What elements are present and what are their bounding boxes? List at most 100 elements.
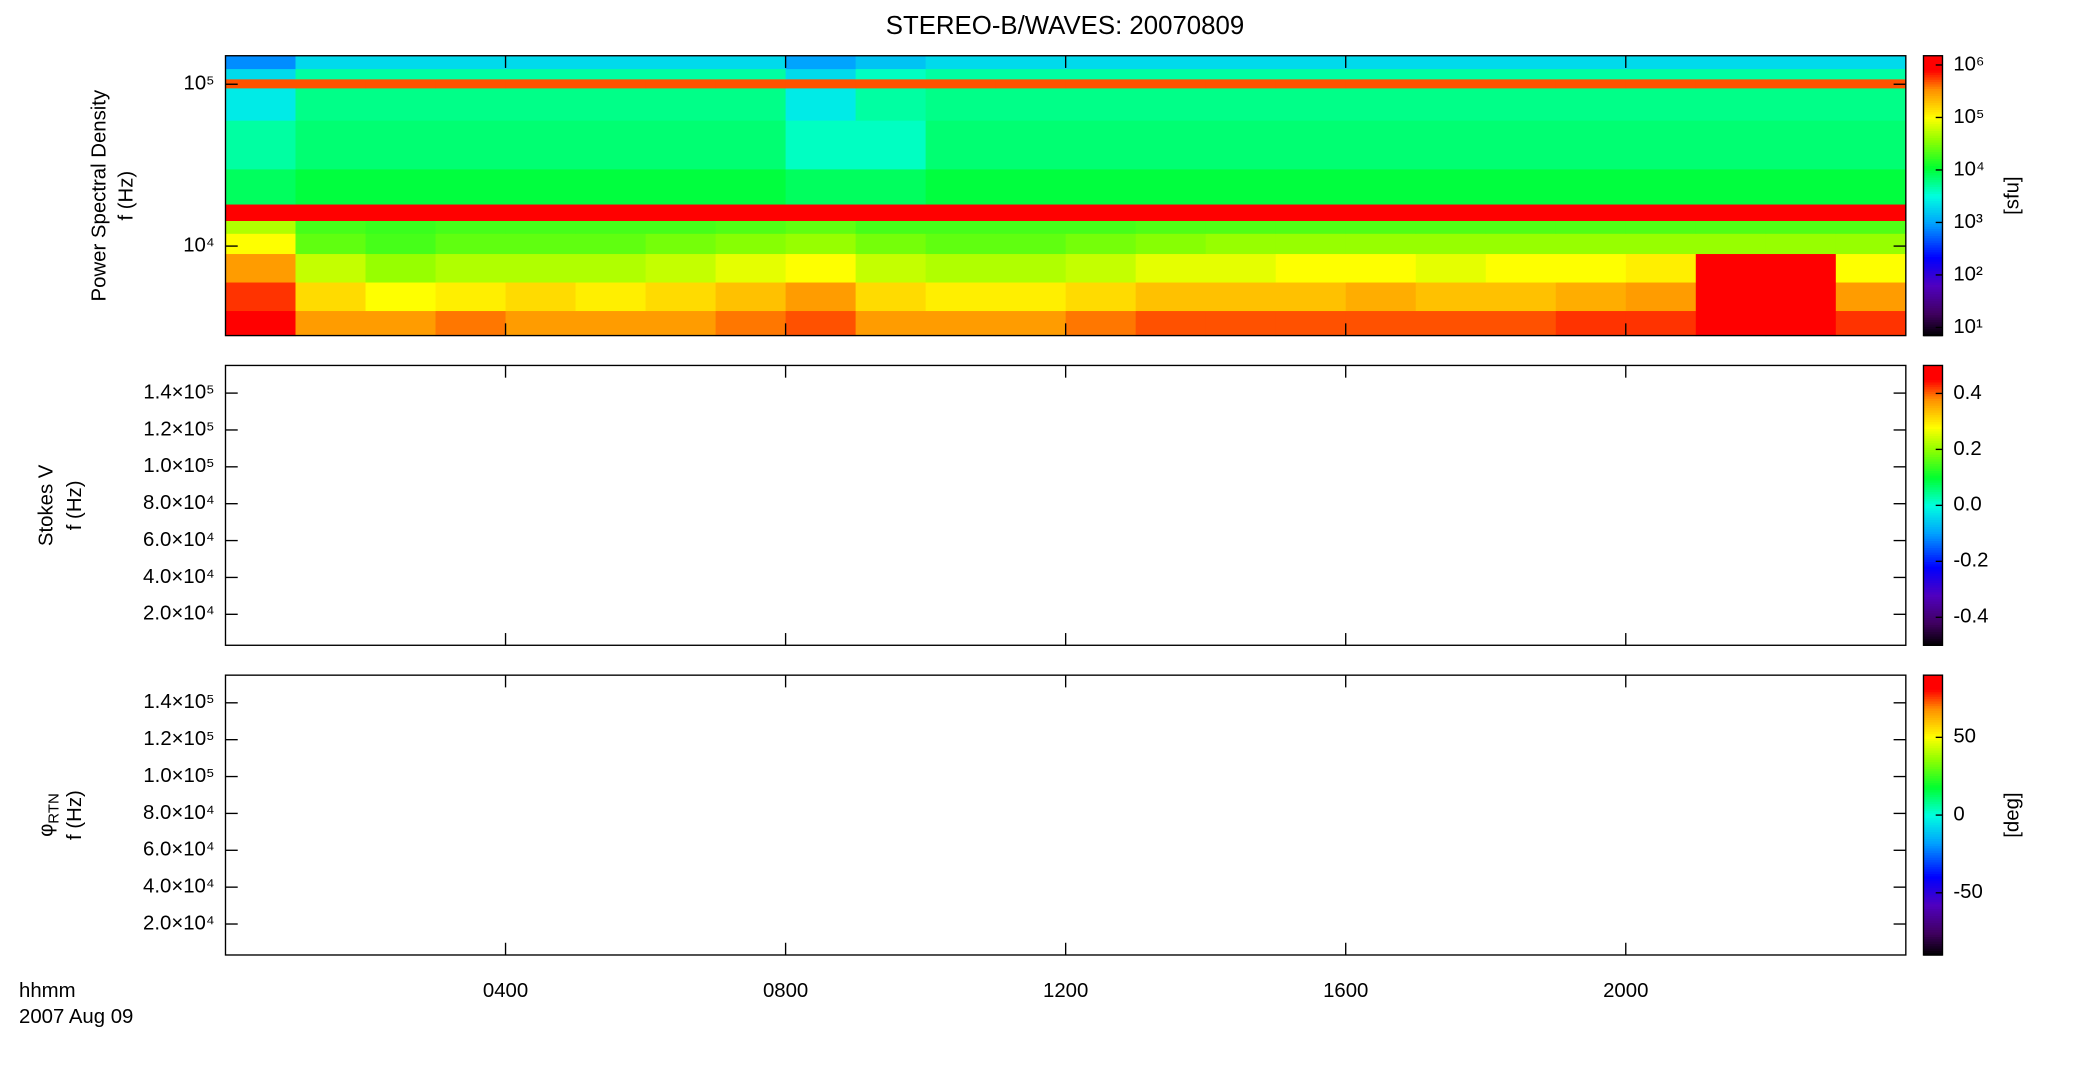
heatmap-cell — [715, 253, 787, 283]
colorbar-segment — [1923, 756, 1943, 760]
colorbar-segment — [1923, 293, 1943, 297]
heatmap-cell — [1625, 253, 1697, 283]
heatmap-cell — [1485, 68, 1557, 80]
colorbar-segment — [1923, 614, 1943, 618]
heatmap-cell — [855, 281, 927, 312]
colorbar-segment — [1923, 927, 1943, 931]
heatmap-cell — [645, 220, 717, 234]
heatmap-cell — [1065, 55, 1137, 70]
colorbar-segment — [1923, 619, 1943, 623]
colorbar-segment — [1923, 223, 1943, 227]
colorbar-segment — [1923, 517, 1943, 521]
colorbar-segment — [1923, 885, 1943, 889]
heatmap-cell — [1765, 68, 1837, 80]
colorbar-segment — [1923, 726, 1943, 730]
y-tick-label: 1.2×10⁵ — [143, 728, 214, 750]
heatmap-cell — [1485, 281, 1557, 312]
heatmap-cell — [1135, 168, 1207, 205]
heatmap-cell — [1065, 253, 1137, 283]
colorbar-segment — [1923, 328, 1943, 332]
heatmap-cell — [995, 233, 1067, 255]
colorbar-segment — [1923, 556, 1943, 560]
heatmap-cell — [1205, 253, 1277, 283]
colorbar-segment — [1923, 465, 1943, 469]
heatmap-cell — [925, 310, 997, 337]
colorbar-tick-label: 50 — [1953, 726, 1976, 748]
heatmap-cell — [715, 68, 787, 80]
heatmap-cell — [1205, 55, 1277, 70]
colorbar-segment — [1923, 929, 1943, 933]
colorbar-segment — [1923, 263, 1943, 267]
colorbar-segment — [1923, 372, 1943, 376]
colorbar-segment — [1923, 593, 1943, 597]
colorbar-segment — [1923, 749, 1943, 753]
heatmap-cell — [1065, 68, 1137, 80]
heatmap-cell — [645, 310, 717, 337]
colorbar-segment — [1923, 172, 1943, 176]
colorbar-segment — [1923, 829, 1943, 833]
colorbar-segment — [1923, 279, 1943, 283]
colorbar-segment — [1923, 796, 1943, 800]
heatmap-cell — [1485, 310, 1557, 337]
heatmap-cell — [925, 168, 997, 205]
heatmap-cell — [505, 87, 577, 121]
colorbar-segment — [1923, 377, 1943, 381]
x-axis-label: hhmm — [19, 980, 76, 1002]
heatmap-cell — [365, 68, 437, 80]
heatmap-cell — [1625, 78, 1697, 89]
heatmap-cell — [225, 281, 297, 312]
colorbar-segment — [1923, 782, 1943, 786]
colorbar-segment — [1923, 186, 1943, 190]
heatmap-cell — [1415, 310, 1487, 337]
heatmap-cell — [1135, 87, 1207, 121]
colorbar-segment — [1923, 330, 1943, 334]
heatmap-cell — [1765, 87, 1837, 121]
y-tick-label: 2.0×10⁴ — [143, 603, 215, 625]
x-tick-label: 2000 — [1603, 980, 1648, 1002]
heatmap-cell — [855, 120, 927, 170]
colorbar-segment — [1923, 414, 1943, 418]
heatmap-cell — [365, 78, 437, 89]
colorbar-tick-label: 10⁴ — [1953, 158, 1984, 180]
heatmap-cell — [435, 55, 507, 70]
colorbar-segment — [1923, 218, 1943, 222]
colorbar-segment — [1923, 938, 1943, 942]
heatmap-cell — [1415, 203, 1487, 221]
colorbar-segment — [1923, 449, 1943, 453]
heatmap-cell — [715, 310, 787, 337]
colorbar-segment — [1923, 791, 1943, 795]
colorbar-segment — [1923, 307, 1943, 311]
heatmap-cell — [645, 281, 717, 312]
colorbar-segment — [1923, 81, 1943, 85]
heatmap-cell — [715, 233, 787, 255]
heatmap-cell — [1415, 168, 1487, 205]
heatmap-cell — [1765, 233, 1837, 255]
colorbar-segment — [1923, 239, 1943, 243]
y-tick-label: 4.0×10⁴ — [143, 566, 215, 588]
heatmap-cell — [785, 203, 857, 221]
colorbar-segment — [1923, 197, 1943, 201]
colorbar-segment — [1923, 100, 1943, 104]
colorbar-segment — [1923, 922, 1943, 926]
heatmap-cell — [1065, 310, 1137, 337]
colorbar-segment — [1923, 682, 1943, 686]
colorbar-segment — [1923, 55, 1943, 59]
heatmap-cell — [925, 281, 997, 312]
colorbar-segment — [1923, 754, 1943, 758]
colorbar-segment — [1923, 861, 1943, 865]
colorbar-tick-label: 10⁶ — [1953, 53, 1984, 75]
colorbar-segment — [1923, 679, 1943, 683]
colorbar-segment — [1923, 770, 1943, 774]
heatmap-cell — [1765, 253, 1837, 283]
colorbar-segment — [1923, 179, 1943, 183]
heatmap-cell — [1275, 68, 1347, 80]
x-tick-label: 1200 — [1043, 980, 1088, 1002]
colorbar-segment — [1923, 384, 1943, 388]
heatmap-cell — [1345, 168, 1417, 205]
heatmap-cell — [1625, 310, 1697, 337]
colorbar-segment — [1923, 868, 1943, 872]
colorbar-segment — [1923, 370, 1943, 374]
colorbar-segment — [1923, 76, 1943, 80]
heatmap-cell — [995, 55, 1067, 70]
colorbar-segment — [1923, 302, 1943, 306]
